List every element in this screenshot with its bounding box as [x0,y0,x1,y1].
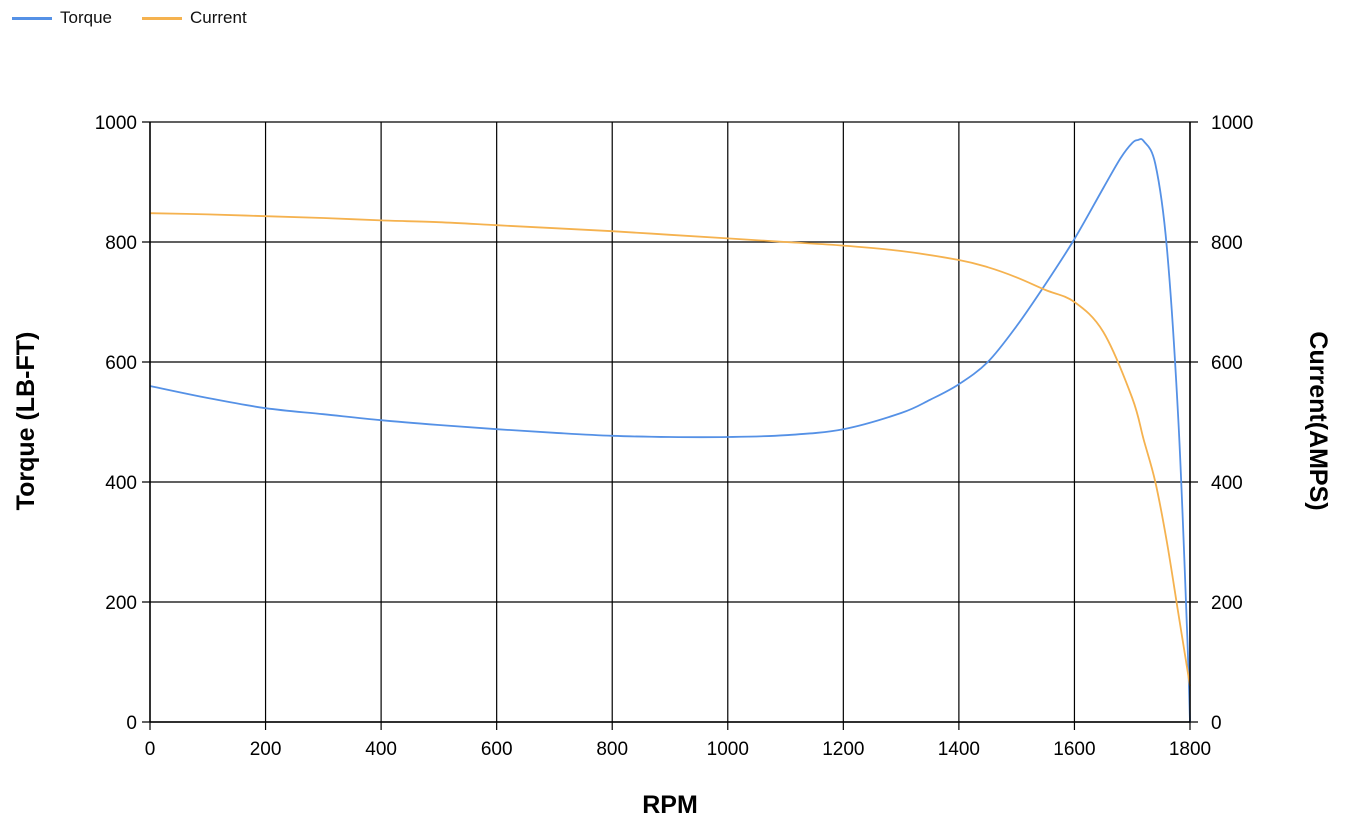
y-tick-label: 200 [105,593,137,614]
x-tick-label: 400 [365,739,397,760]
legend-label-current: Current [189,8,247,27]
y-axis-title: Torque (LB-FT) [12,332,40,511]
x-tick-label: 1600 [1053,739,1095,760]
x-tick-label: 1800 [1169,739,1211,760]
y2-tick-label: 600 [1211,353,1243,374]
x-tick-label: 0 [145,739,156,760]
label-layer: RPM Torque (LB-FT) Current(AMPS) [12,331,1332,819]
chart-legend: Torque Current [12,8,247,28]
x-tick-label: 1000 [707,739,749,760]
legend-swatch-torque [12,16,52,20]
y-tick-label: 400 [105,473,137,494]
x-tick-label: 1400 [938,739,980,760]
y2-tick-label: 400 [1211,473,1243,494]
y-tick-label: 1000 [95,113,137,134]
y2-tick-label: 800 [1211,233,1243,254]
x-tick-label: 1200 [822,739,864,760]
y2-tick-label: 1000 [1211,113,1253,134]
y-tick-label: 800 [105,233,137,254]
series-line-current [149,212,1191,687]
legend-item-current[interactable]: Current [141,8,247,28]
legend-item-torque[interactable]: Torque [12,8,112,28]
x-tick-label: 800 [596,739,628,760]
series-line-torque [149,138,1191,723]
y2-tick-label: 0 [1211,713,1222,734]
y-tick-label: 0 [126,713,137,734]
x-tick-label: 200 [250,739,282,760]
y-tick-label: 600 [105,353,137,374]
y2-tick-label: 200 [1211,593,1243,614]
y2-axis-title: Current(AMPS) [1304,331,1332,510]
x-axis-title: RPM [642,791,698,819]
legend-swatch-current [141,16,182,20]
series-layer [149,138,1191,723]
legend-label-torque: Torque [60,8,112,27]
axis-layer: 0 200 400 600 800 1000 1200 1400 1600 18000200400… [95,113,1254,760]
grid-layer [142,121,1198,730]
x-tick-label: 600 [481,739,513,760]
